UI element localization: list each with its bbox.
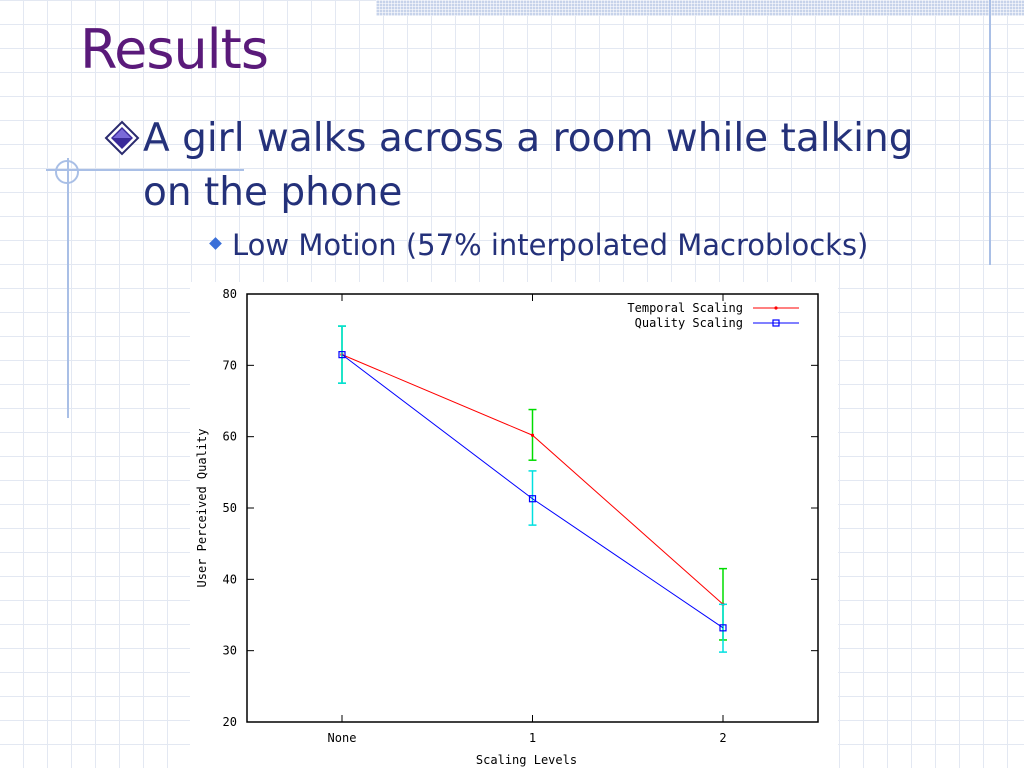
legend-marker-square bbox=[772, 319, 780, 327]
data-point-square bbox=[719, 624, 727, 632]
title-rule-decoration bbox=[46, 169, 244, 171]
slide-title: Results bbox=[80, 18, 269, 81]
x-axis-label: Scaling Levels bbox=[476, 753, 577, 767]
data-point-diamond bbox=[530, 433, 535, 437]
y-tick-label: 50 bbox=[223, 501, 237, 515]
bullet-main-text: A girl walks across a room while talking… bbox=[143, 116, 914, 215]
small-diamond-bullet-icon bbox=[209, 237, 222, 250]
legend-label: Temporal Scaling bbox=[627, 301, 743, 315]
bullet-sub-text: Low Motion (57% interpolated Macroblocks… bbox=[232, 228, 869, 262]
right-rule-decoration bbox=[989, 0, 991, 265]
y-tick-label: 60 bbox=[223, 430, 237, 444]
x-tick-label: 1 bbox=[529, 731, 536, 745]
header-band-decoration bbox=[376, 0, 1024, 16]
y-tick-label: 30 bbox=[223, 644, 237, 658]
x-tick-label: 2 bbox=[719, 731, 726, 745]
x-tick-label: None bbox=[328, 731, 357, 745]
y-axis-label: User Perceived Quality bbox=[195, 429, 209, 588]
diamond-bullet-icon bbox=[104, 120, 140, 156]
chart-svg: 20 30 40 50 60 70 80 None 1 2 Scaling Levels User P… bbox=[195, 287, 819, 767]
circle-decoration bbox=[55, 160, 79, 184]
y-tick-label: 20 bbox=[223, 715, 237, 729]
data-point-square bbox=[528, 495, 537, 503]
legend-label: Quality Scaling bbox=[635, 316, 743, 330]
y-tick-label: 70 bbox=[223, 358, 237, 372]
y-tick-label: 80 bbox=[223, 287, 237, 301]
legend-marker-diamond bbox=[774, 306, 778, 310]
left-rule-decoration bbox=[67, 158, 69, 418]
data-point-square bbox=[338, 351, 346, 359]
chart: 20 30 40 50 60 70 80 None 1 2 Scaling Levels User P… bbox=[190, 282, 838, 768]
series-line bbox=[341, 354, 724, 629]
y-tick-label: 40 bbox=[223, 572, 237, 586]
